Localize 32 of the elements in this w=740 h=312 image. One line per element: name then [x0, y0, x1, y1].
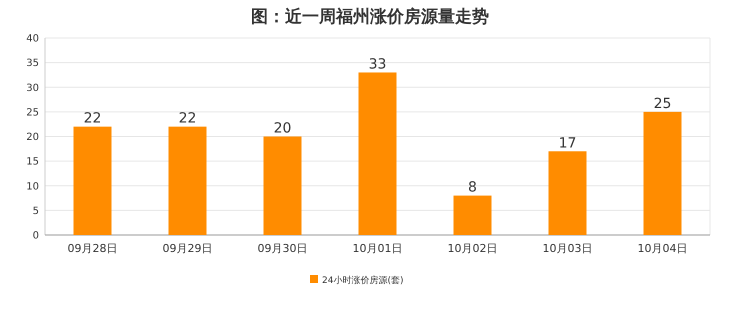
bar [358, 72, 396, 235]
y-tick-label: 0 [32, 230, 39, 242]
y-tick-label: 15 [26, 156, 39, 168]
chart-title: 图：近一周福州涨价房源量走势 [251, 7, 489, 27]
data-label: 17 [558, 135, 576, 152]
x-tick-label: 09月30日 [258, 242, 308, 255]
y-tick-label: 40 [26, 34, 39, 44]
bar [644, 112, 682, 235]
data-label: 8 [468, 180, 477, 196]
legend-label: 24小时涨价房源(套) [322, 275, 404, 286]
bar [74, 126, 112, 235]
x-tick-label: 10月01日 [352, 242, 402, 255]
data-label: 20 [274, 120, 292, 136]
x-tick-label: 09月29日 [162, 242, 212, 255]
data-label: 33 [368, 56, 386, 72]
data-label: 25 [654, 96, 672, 112]
bar [548, 151, 586, 235]
x-tick-label: 10月04日 [638, 242, 688, 255]
y-tick-label: 10 [26, 181, 39, 192]
y-tick-label: 5 [32, 206, 39, 217]
x-tick-label: 09月28日 [68, 242, 118, 255]
y-tick-label: 35 [26, 58, 39, 70]
x-tick-label: 10月02日 [448, 242, 498, 255]
y-tick-label: 30 [26, 82, 39, 94]
x-tick-label: 10月03日 [542, 242, 592, 255]
data-label: 22 [84, 110, 102, 127]
y-tick-label: 25 [26, 107, 39, 118]
data-label: 22 [178, 110, 196, 127]
bar [168, 126, 206, 235]
y-tick-label: 20 [26, 132, 39, 143]
bar [264, 136, 302, 235]
bar [454, 196, 492, 235]
